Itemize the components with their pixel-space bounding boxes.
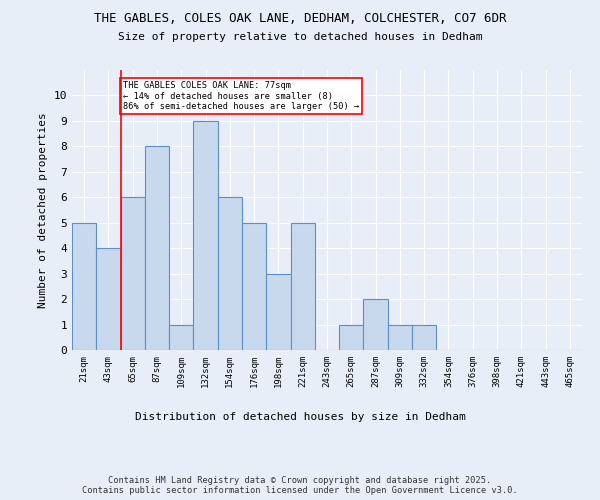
Text: THE GABLES COLES OAK LANE: 77sqm
← 14% of detached houses are smaller (8)
86% of: THE GABLES COLES OAK LANE: 77sqm ← 14% o… xyxy=(122,82,359,112)
Text: Size of property relative to detached houses in Dedham: Size of property relative to detached ho… xyxy=(118,32,482,42)
Bar xyxy=(242,222,266,350)
Bar xyxy=(72,222,96,350)
Bar xyxy=(388,324,412,350)
Bar xyxy=(193,121,218,350)
Y-axis label: Number of detached properties: Number of detached properties xyxy=(38,112,48,308)
Text: THE GABLES, COLES OAK LANE, DEDHAM, COLCHESTER, CO7 6DR: THE GABLES, COLES OAK LANE, DEDHAM, COLC… xyxy=(94,12,506,26)
Bar xyxy=(290,222,315,350)
Bar xyxy=(96,248,121,350)
Bar xyxy=(145,146,169,350)
Bar xyxy=(412,324,436,350)
Text: Distribution of detached houses by size in Dedham: Distribution of detached houses by size … xyxy=(134,412,466,422)
Bar xyxy=(364,299,388,350)
Bar xyxy=(266,274,290,350)
Bar xyxy=(339,324,364,350)
Bar xyxy=(121,198,145,350)
Text: Contains HM Land Registry data © Crown copyright and database right 2025.
Contai: Contains HM Land Registry data © Crown c… xyxy=(82,476,518,495)
Bar xyxy=(169,324,193,350)
Bar xyxy=(218,198,242,350)
